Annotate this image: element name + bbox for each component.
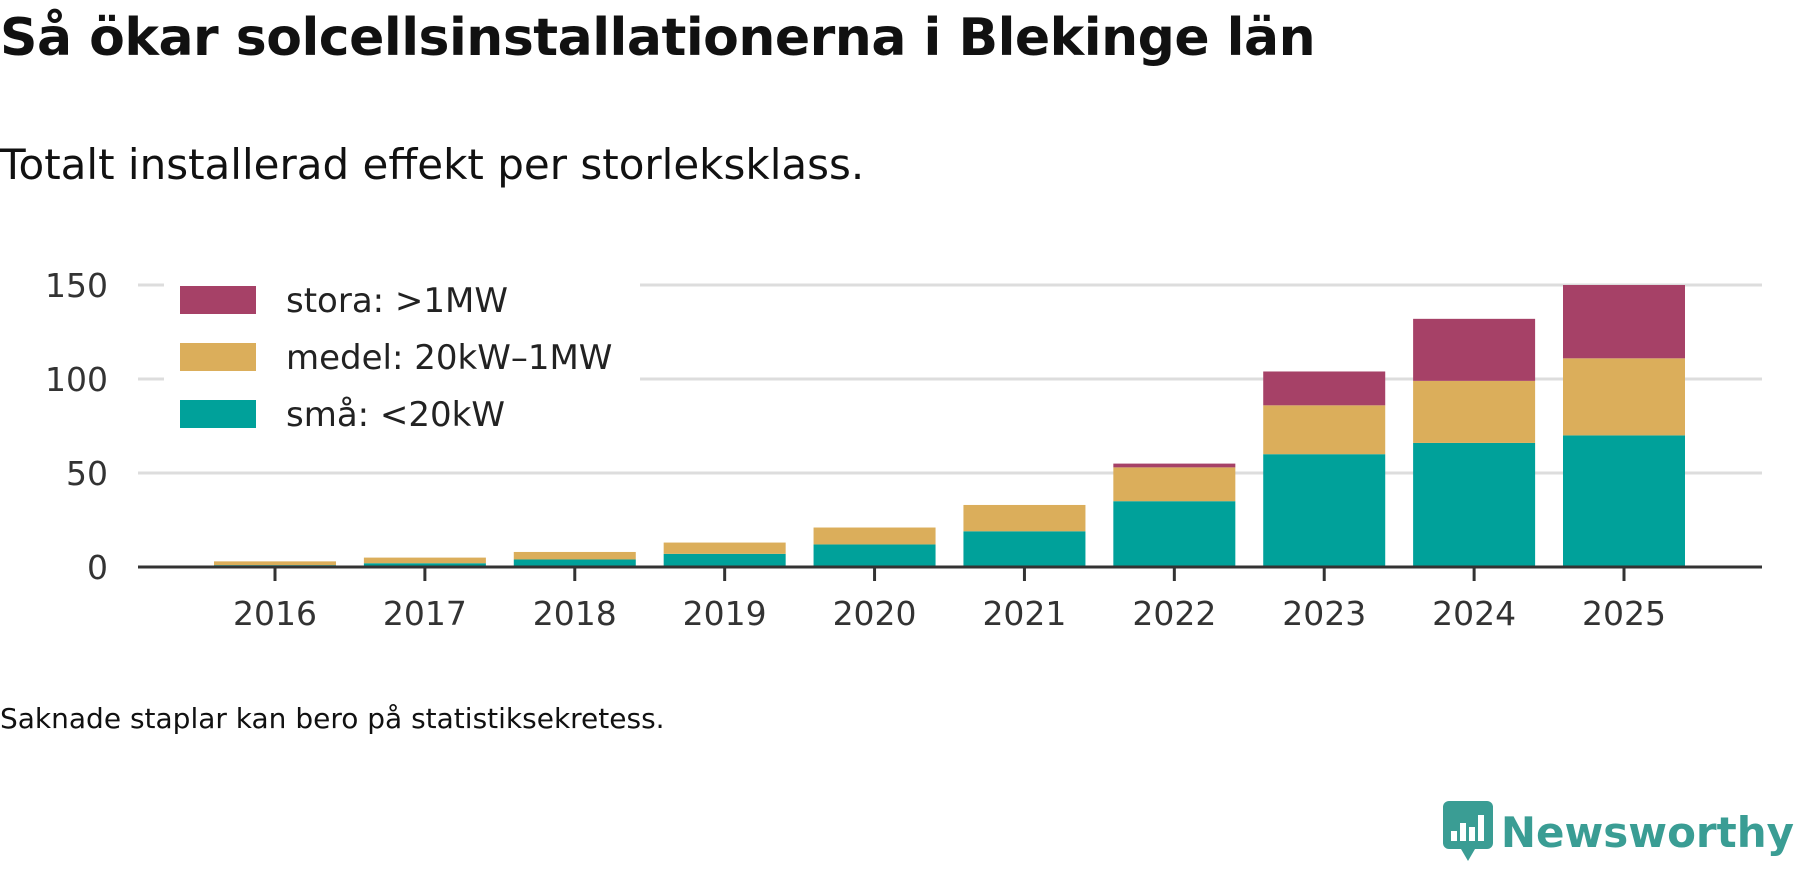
bar-sma-2017 [363, 563, 486, 567]
brand-name: Newsworthy [1500, 807, 1794, 857]
bar-sma-2020 [813, 544, 936, 567]
footnote: Saknade staplar kan bero på statistiksek… [0, 702, 665, 735]
bar-medel-2017 [363, 557, 486, 564]
bars [214, 285, 1685, 567]
bar-sma-2022 [1113, 501, 1236, 567]
brand-logo: Newsworthy [1442, 801, 1794, 863]
legend: stora: >1MW medel: 20kW–1MW små: <20kW [164, 272, 640, 442]
x-axis: 2016 2017 2018 2019 2020 2021 2022 2023 2024 2025 [138, 565, 1762, 633]
y-axis-ticks: 0 50 100 150 [45, 266, 108, 587]
y-tick-label: 150 [45, 266, 108, 305]
bar-sma-2025 [1563, 435, 1685, 567]
bar-sma-2023 [1263, 454, 1386, 567]
bar-sma-2018 [513, 559, 636, 567]
bar-stora-2025 [1563, 285, 1685, 359]
bar-medel-2024 [1413, 380, 1536, 443]
bar-medel-2021 [963, 504, 1086, 532]
x-tick-label: 2022 [1132, 594, 1216, 633]
x-tick-label: 2025 [1582, 594, 1666, 633]
bar-stora-2024 [1413, 318, 1536, 381]
bar-medel-2023 [1263, 405, 1386, 455]
bar-medel-2022 [1113, 467, 1236, 502]
bar-sma-2019 [663, 553, 786, 567]
y-tick-label: 100 [45, 360, 108, 399]
x-tick-label: 2019 [683, 594, 767, 633]
x-tick-label: 2021 [982, 594, 1066, 633]
chart-title: Så ökar solcellsinstallationerna i Bleki… [0, 8, 1316, 68]
legend-swatch-stora [180, 286, 256, 314]
legend-label-stora: stora: >1MW [286, 281, 508, 321]
x-tick-label: 2023 [1282, 594, 1366, 633]
bar-stora-2022 [1113, 463, 1236, 468]
legend-label-sma: små: <20kW [286, 395, 505, 435]
legend-label-medel: medel: 20kW–1MW [286, 338, 612, 378]
x-tick-label: 2017 [383, 594, 467, 633]
x-tick-label: 2024 [1432, 594, 1516, 633]
x-tick-label: 2016 [233, 594, 317, 633]
legend-swatch-medel [180, 343, 256, 371]
bar-medel-2018 [513, 551, 636, 560]
bar-medel-2025 [1563, 358, 1685, 436]
newsworthy-logo-icon [1442, 801, 1493, 861]
bar-medel-2019 [663, 542, 786, 554]
bar-sma-2024 [1413, 442, 1536, 567]
x-tick-label: 2020 [833, 594, 917, 633]
x-tick-label: 2018 [533, 594, 617, 633]
chart-subtitle: Totalt installerad effekt per storlekskl… [0, 140, 865, 189]
legend-swatch-sma [180, 400, 256, 428]
bar-medel-2016 [214, 561, 336, 566]
bar-stora-2023 [1263, 371, 1386, 406]
bar-medel-2020 [813, 527, 936, 545]
bar-sma-2021 [963, 531, 1086, 567]
y-tick-label: 50 [66, 454, 108, 493]
y-tick-label: 0 [87, 548, 108, 587]
